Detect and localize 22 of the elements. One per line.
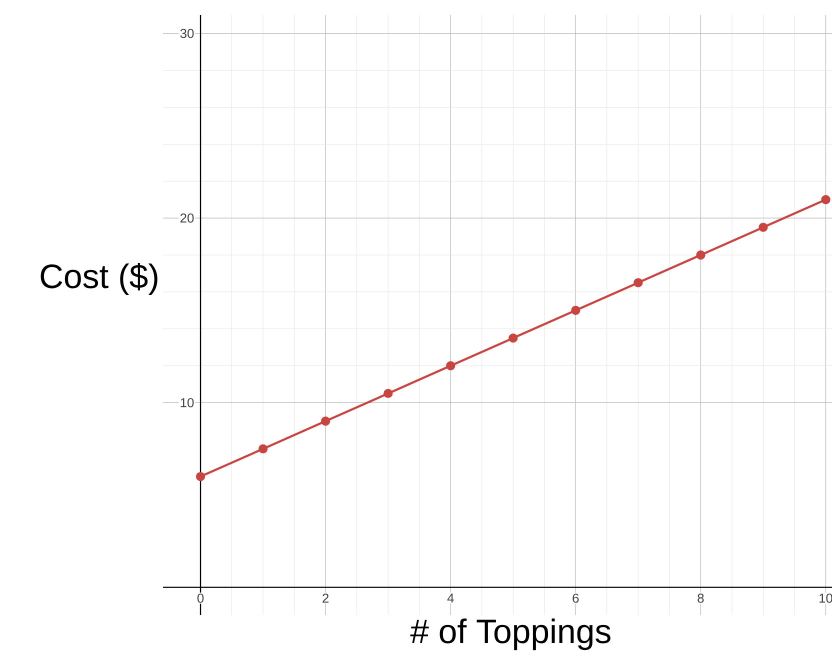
point <box>571 306 580 315</box>
point <box>446 361 456 370</box>
point <box>196 472 206 482</box>
point <box>320 416 330 426</box>
y-tick-label: 30 <box>180 28 194 38</box>
point <box>508 333 518 343</box>
y-tick-label: 20 <box>180 213 194 223</box>
point <box>384 388 393 398</box>
x-tick-label: 0 <box>197 594 204 603</box>
x-tick-label: 10 <box>820 594 832 603</box>
y-axis-title: Cost ($) <box>40 262 158 296</box>
x-tick-label: 8 <box>698 594 704 603</box>
y-tick-label: 10 <box>180 398 194 408</box>
x-axis-title: # of Toppings <box>410 618 610 650</box>
point <box>821 195 830 204</box>
point <box>696 250 706 260</box>
point <box>258 444 268 454</box>
x-tick-label: 2 <box>322 594 329 603</box>
x-tick-label: 6 <box>572 594 579 603</box>
point <box>758 222 768 232</box>
x-tick-label: 4 <box>447 594 454 603</box>
point <box>634 278 643 288</box>
